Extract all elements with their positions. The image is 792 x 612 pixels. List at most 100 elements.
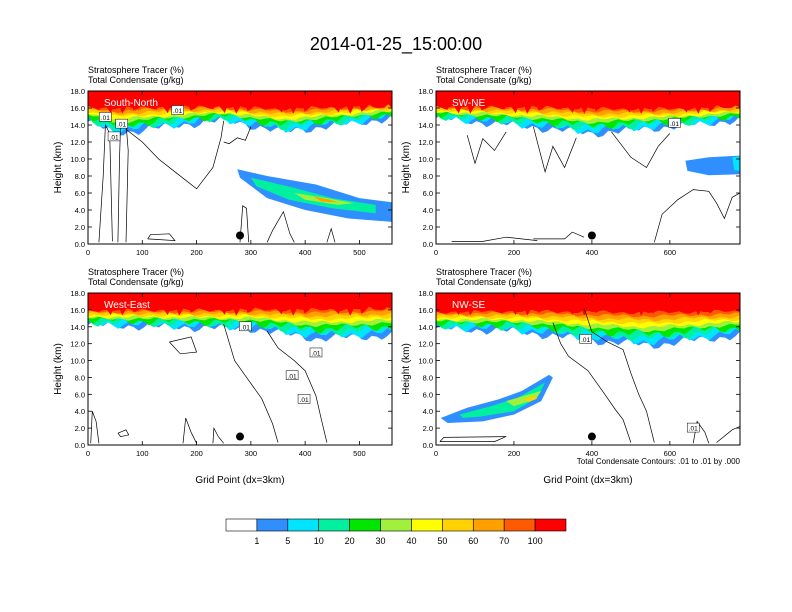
y-axis-label: Height (km) <box>401 343 412 395</box>
panel-title-line: Total Condensate (g/kg) <box>436 75 532 85</box>
y-tick-label: 6.0 <box>423 390 433 399</box>
y-tick-label: 12.0 <box>70 138 85 147</box>
plot-frame <box>435 90 741 245</box>
y-tick-label: 8.0 <box>75 172 85 181</box>
y-tick-label: 18.0 <box>418 87 433 96</box>
fill-layer <box>88 91 392 243</box>
panel-title-line: Stratosphere Tracer (%) <box>88 65 184 75</box>
y-tick-label: 6.0 <box>75 390 85 399</box>
contour-label: .01 <box>99 112 112 122</box>
x-tick-label: 600 <box>664 449 677 458</box>
contour-label-box <box>285 370 299 381</box>
x-axis-label: Grid Point (dx=3km) <box>195 475 284 486</box>
y-tick-label: 0.0 <box>423 240 433 249</box>
location-marker <box>236 231 244 240</box>
contour-label-text: .01 <box>670 121 679 128</box>
y-tick-label: 14.0 <box>418 121 433 130</box>
colorbar-label: 100 <box>528 536 543 546</box>
y-tick-label: 18.0 <box>70 87 85 96</box>
colorbar-label: 30 <box>376 536 386 546</box>
y-tick-label: 10.0 <box>70 155 85 164</box>
contour-label-box <box>668 118 681 128</box>
x-tick-label: 100 <box>136 449 149 458</box>
contour-line <box>223 126 252 145</box>
colorbar-swatch <box>503 518 536 532</box>
colorbar-swatch <box>318 518 350 532</box>
contour-line <box>533 231 585 240</box>
contour-line <box>125 120 225 190</box>
contour-label: .01 <box>668 118 681 128</box>
contour-label-text: .01 <box>288 373 297 380</box>
plot-frame <box>87 292 393 446</box>
contour-line <box>223 324 279 443</box>
colorbar-swatch <box>442 518 474 532</box>
panel-title-line: Stratosphere Tracer (%) <box>88 267 184 277</box>
colorbar-swatch <box>349 518 381 532</box>
contour-line <box>439 436 507 442</box>
contour-line <box>451 236 538 242</box>
y-axis-label: Height (km) <box>53 142 64 194</box>
fill-layer <box>436 293 740 444</box>
y-tick-label: 4.0 <box>423 206 433 215</box>
contour-label-box <box>309 347 323 358</box>
panels: Stratosphere Tracer (%)Total Condensate … <box>53 65 741 486</box>
contour-line <box>611 131 671 168</box>
panel-title-line: Total Condensate (g/kg) <box>88 75 184 85</box>
panel-label: NW-SE <box>452 300 485 311</box>
x-tick-label: 0 <box>86 449 90 458</box>
y-tick-label: 8.0 <box>75 373 85 382</box>
contour-line <box>552 322 632 443</box>
contour-label-text: .01 <box>581 337 590 344</box>
contour-label-box <box>239 321 252 332</box>
contour-label-text: .01 <box>241 324 250 331</box>
x-tick-label: 200 <box>190 449 203 458</box>
y-tick-label: 10.0 <box>70 357 85 366</box>
x-tick-label: 500 <box>353 449 366 458</box>
contour-line <box>117 429 130 437</box>
tracer-peak <box>436 293 740 316</box>
y-tick-label: 0.0 <box>423 441 433 450</box>
tracer-peak <box>88 91 392 114</box>
panel-west-east: Stratosphere Tracer (%)Total Condensate … <box>53 267 393 486</box>
y-tick-label: 0.0 <box>75 240 85 249</box>
colorbar-swatch <box>256 518 289 532</box>
colorbar-label: 1 <box>254 536 259 546</box>
fill-layer <box>436 91 740 243</box>
y-tick-label: 16.0 <box>418 104 433 113</box>
contour-line <box>147 233 176 241</box>
contour-line <box>533 126 577 174</box>
y-tick-label: 2.0 <box>423 424 433 433</box>
contour-label-box <box>115 118 128 129</box>
contour-label: .01 <box>171 105 184 115</box>
condensate-blob <box>459 382 546 418</box>
panel-title-line: Stratosphere Tracer (%) <box>436 65 532 75</box>
colorbar-swatch <box>380 518 412 532</box>
x-tick-label: 0 <box>434 449 438 458</box>
contour-label: .01 <box>579 334 592 344</box>
panel-nw-se: Stratosphere Tracer (%)Total Condensate … <box>401 267 741 486</box>
x-tick-label: 300 <box>245 248 258 257</box>
fill-layer <box>88 293 392 444</box>
contour-label: .01 <box>309 347 323 358</box>
y-tick-label: 6.0 <box>75 189 85 198</box>
colorbar-swatch <box>534 518 567 532</box>
x-tick-label: 200 <box>190 248 203 257</box>
y-tick-label: 8.0 <box>423 172 433 181</box>
x-tick-label: 200 <box>508 449 521 458</box>
contour-line <box>169 336 198 355</box>
y-tick-label: 18.0 <box>418 289 433 298</box>
contour-line <box>653 189 740 243</box>
y-tick-label: 2.0 <box>75 223 85 232</box>
contour-label-text: .01 <box>311 350 320 357</box>
contour-label-text: .01 <box>117 122 126 129</box>
y-tick-label: 12.0 <box>70 340 85 349</box>
y-tick-label: 14.0 <box>70 121 85 130</box>
contour-line <box>182 417 197 444</box>
contour-label-text: .01 <box>101 115 110 122</box>
y-tick-label: 4.0 <box>423 407 433 416</box>
location-marker <box>587 231 596 240</box>
colorbar-label: 50 <box>437 536 447 546</box>
colorbar-label: 10 <box>314 536 324 546</box>
condensate-blob <box>685 155 740 176</box>
condensate-blob <box>506 391 542 407</box>
